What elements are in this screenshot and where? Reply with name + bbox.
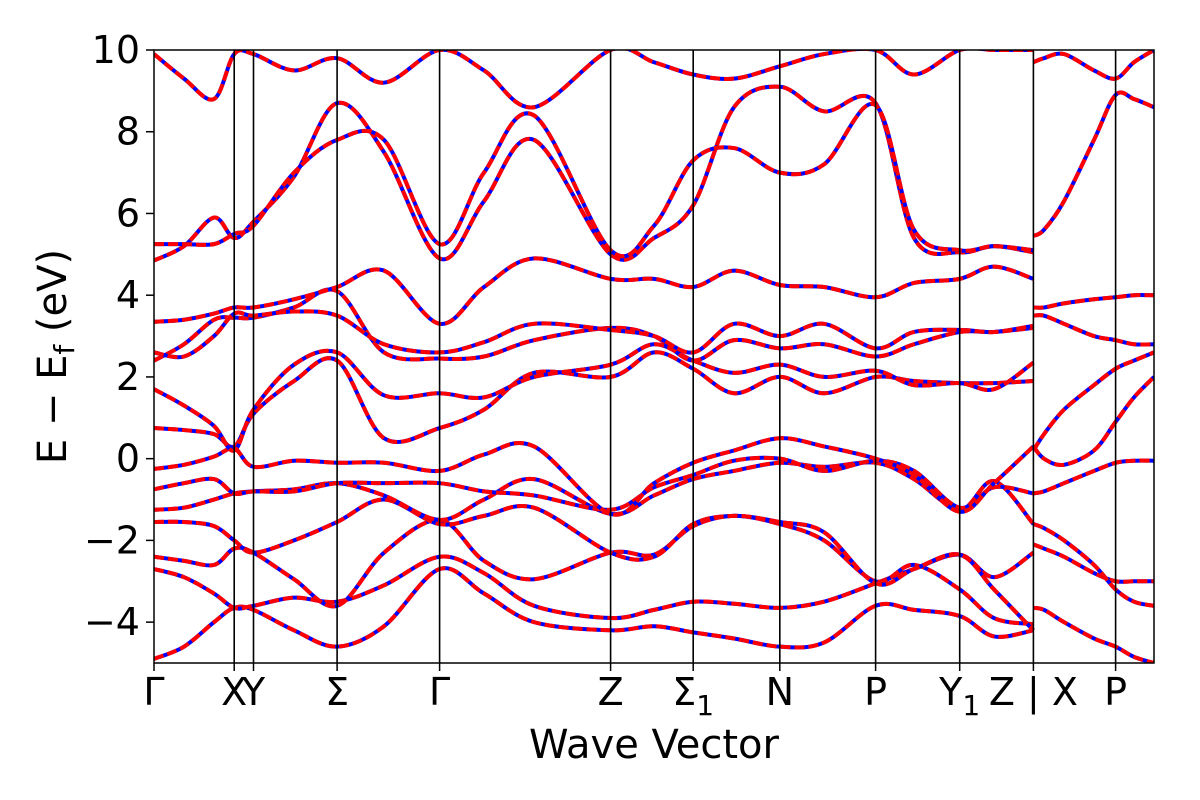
band-line-11: [154, 256, 1035, 326]
band-line-8: [154, 342, 1035, 453]
band-line-dashed-23: [1032, 90, 1154, 238]
x-tick-label: Γ: [143, 670, 164, 714]
band-line-dashed-2: [154, 513, 1034, 627]
y-tick-label: −2: [84, 518, 140, 562]
band-line-dashed-1: [154, 550, 1035, 621]
band-line-dashed-10: [154, 309, 1034, 360]
x-tick-label: Γ: [429, 670, 450, 714]
y-axis-ticks: −4 −2 0 2 4 6 8 10: [84, 28, 154, 644]
y-tick-label: −4: [84, 600, 140, 644]
x-tick-label: X: [221, 670, 247, 714]
band-line-dashed-21: [1033, 313, 1154, 347]
x-tick-label: Σ: [325, 670, 349, 714]
band-line-dashed-14: [154, 50, 1034, 110]
x-tick-label: Y1: [938, 670, 980, 722]
y-axis-title: E − Ef (eV): [30, 249, 81, 464]
high-symmetry-lines: [233, 50, 1117, 663]
x-tick-label: Z: [598, 670, 624, 714]
band-line-16: [1032, 542, 1154, 584]
x-tick-label: Σ1: [672, 670, 714, 722]
band-lines: [154, 50, 1154, 663]
y-tick-label: 6: [116, 191, 140, 235]
band-line-dashed-20: [1031, 350, 1154, 452]
band-line-dashed-11: [154, 256, 1035, 326]
x-tick-label: P: [1104, 670, 1127, 714]
y-tick-label: 8: [116, 110, 140, 154]
band-line-dashed-18: [1033, 458, 1154, 496]
y-tick-label: 2: [116, 355, 140, 399]
x-tick-label: N: [766, 670, 794, 714]
band-line-dashed-15: [1033, 605, 1154, 663]
x-axis-title: Wave Vector: [529, 722, 780, 768]
y-tick-label: 10: [92, 28, 140, 72]
band-line-dashed-22: [1033, 293, 1154, 310]
band-line-dashed-6: [154, 436, 1035, 517]
band-line-3: [154, 497, 1035, 632]
band-line-20: [1031, 350, 1154, 452]
band-line-dashed-24: [1032, 50, 1154, 81]
band-line-14: [154, 50, 1034, 110]
band-line-dashed-19: [1031, 375, 1154, 468]
band-line-dashed-17: [1032, 522, 1154, 608]
band-line-dashed-5: [154, 455, 1034, 512]
band-line-dashed-8: [154, 342, 1035, 453]
band-line-dashed-0: [154, 566, 1034, 661]
y-tick-label: 0: [116, 437, 140, 481]
band-line-23: [1032, 90, 1154, 238]
plot-frame: [153, 49, 1155, 664]
band-line-dashed-12: [154, 84, 1034, 263]
x-tick-label: Y: [241, 670, 266, 714]
y-tick-label: 4: [116, 273, 140, 317]
band-line-0: [154, 566, 1034, 661]
x-tick-label: P: [864, 670, 887, 714]
band-line-dashed-9: [154, 287, 1034, 363]
x-axis-ticks: Γ XY Σ Γ Z Σ1 N P Y1 Z | X P: [143, 663, 1127, 722]
x-tick-label: Z | X: [989, 670, 1078, 715]
band-line-dashed-3: [154, 497, 1035, 632]
